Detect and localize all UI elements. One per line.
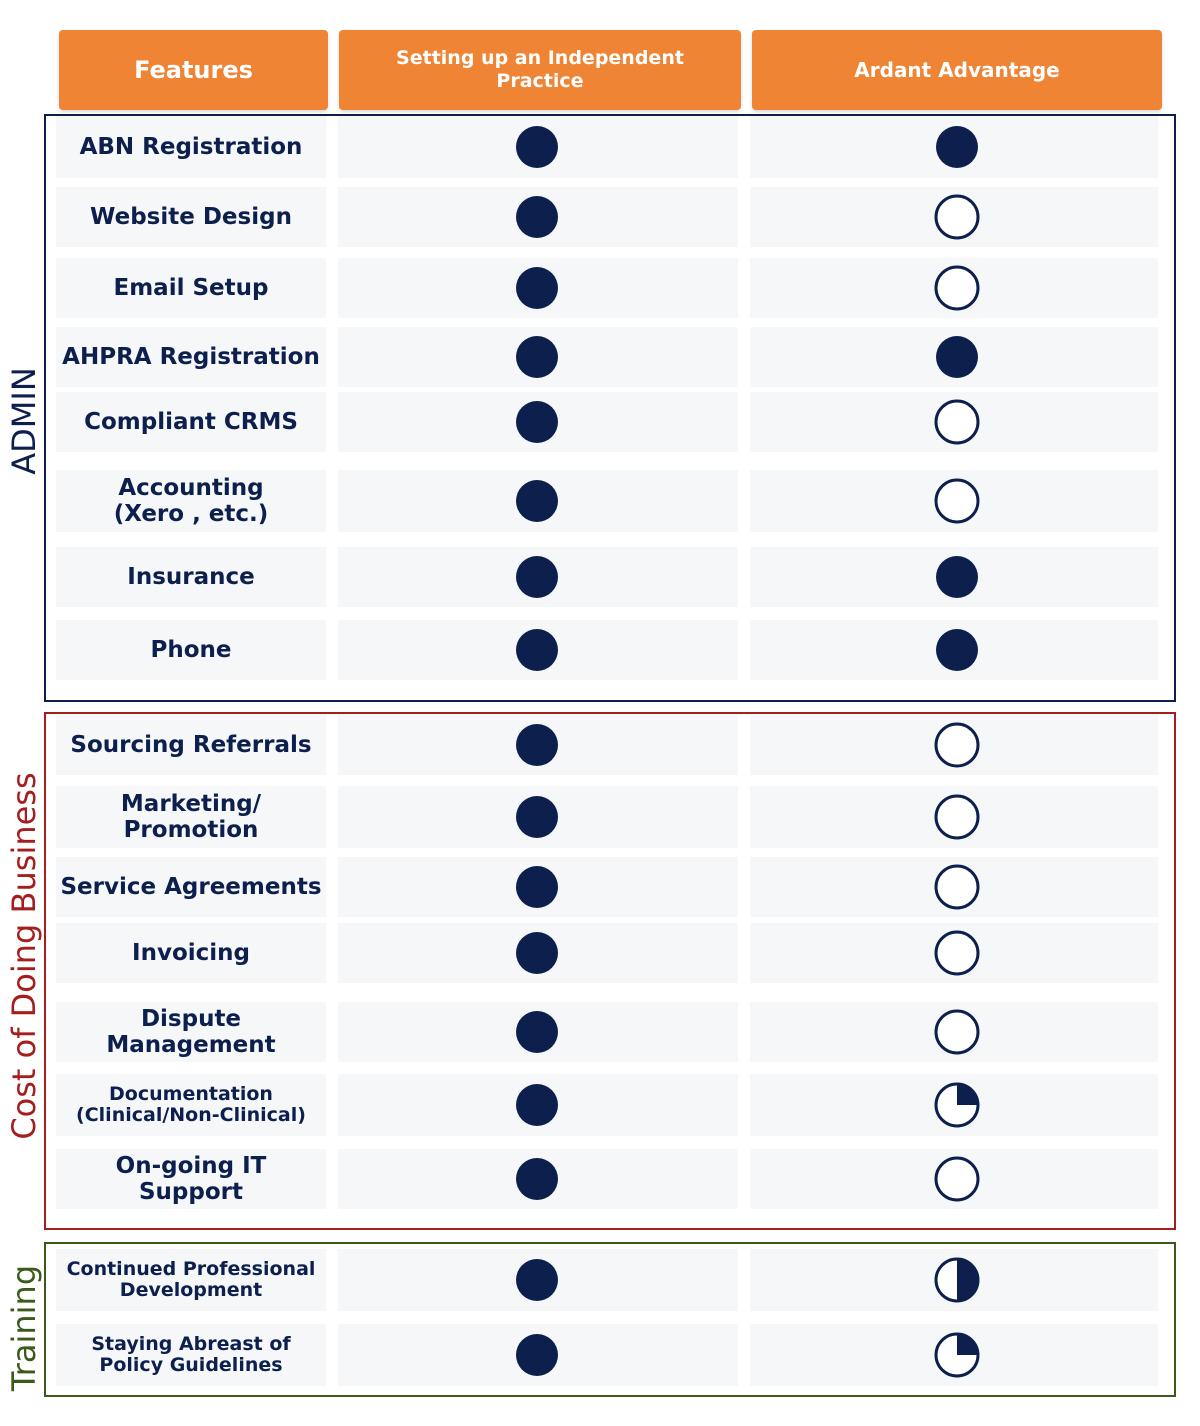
ardant-indicator-icon — [934, 794, 980, 840]
ardant-indicator-icon — [933, 929, 981, 977]
section-admin — [44, 114, 1176, 702]
ardant-indicator-icon — [934, 1257, 980, 1303]
feature-label: Insurance — [56, 547, 326, 607]
section-label-admin: ADMIN — [5, 367, 43, 475]
independent-indicator-icon — [516, 1334, 558, 1376]
independent-indicator-icon — [513, 553, 561, 601]
header-features: Features — [59, 30, 328, 110]
independent-indicator-icon — [513, 1008, 561, 1056]
section-label-cost: Cost of Doing Business — [5, 772, 43, 1140]
independent-indicator-icon — [513, 1256, 561, 1304]
independent-indicator-icon — [516, 724, 558, 766]
feature-label: Compliant CRMS — [56, 392, 326, 452]
independent-indicator-icon — [513, 793, 561, 841]
independent-indicator-icon — [513, 929, 561, 977]
ardant-indicator-icon — [934, 722, 980, 768]
feature-label: Service Agreements — [56, 857, 326, 917]
ardant-indicator-icon — [934, 399, 980, 445]
independent-indicator-icon — [516, 401, 558, 443]
ardant-indicator-icon — [934, 194, 980, 240]
independent-indicator-icon — [513, 1081, 561, 1129]
independent-indicator-icon — [513, 863, 561, 911]
header-ardant-advantage: Ardant Advantage — [752, 30, 1162, 110]
section-label-training: Training — [5, 1264, 43, 1392]
ardant-indicator-icon — [933, 553, 981, 601]
ardant-indicator-icon — [933, 1256, 981, 1304]
feature-label: Documentation (Clinical/Non-Clinical) — [56, 1074, 326, 1136]
independent-indicator-icon — [516, 1158, 558, 1200]
ardant-indicator-icon — [933, 626, 981, 674]
section-cost-of-doing-business — [44, 712, 1176, 1230]
ardant-indicator-icon — [933, 477, 981, 525]
independent-indicator-icon — [516, 480, 558, 522]
feature-label: Continued Professional Development — [56, 1249, 326, 1311]
independent-indicator-icon — [516, 1259, 558, 1301]
ardant-indicator-icon — [934, 864, 980, 910]
ardant-indicator-icon — [933, 264, 981, 312]
independent-indicator-icon — [516, 336, 558, 378]
feature-label: Dispute Management — [56, 1002, 326, 1062]
feature-label: Sourcing Referrals — [56, 715, 326, 775]
independent-indicator-icon — [516, 629, 558, 671]
ardant-indicator-icon — [933, 193, 981, 241]
section-training — [44, 1242, 1176, 1397]
header-independent-practice: Setting up an Independent Practice — [339, 30, 741, 110]
feature-label: Phone — [56, 620, 326, 680]
independent-indicator-icon — [516, 196, 558, 238]
independent-indicator-icon — [513, 193, 561, 241]
independent-indicator-icon — [516, 556, 558, 598]
feature-label: AHPRA Registration — [56, 327, 326, 387]
independent-indicator-icon — [516, 1084, 558, 1126]
ardant-indicator-icon — [934, 930, 980, 976]
independent-indicator-icon — [516, 796, 558, 838]
independent-indicator-icon — [516, 1011, 558, 1053]
ardant-indicator-icon — [934, 1332, 980, 1378]
independent-indicator-icon — [513, 333, 561, 381]
independent-indicator-icon — [513, 398, 561, 446]
independent-indicator-icon — [513, 477, 561, 525]
feature-label: Staying Abreast of Policy Guidelines — [56, 1324, 326, 1386]
ardant-indicator-icon — [933, 1008, 981, 1056]
ardant-indicator-icon — [933, 1081, 981, 1129]
independent-indicator-icon — [516, 267, 558, 309]
ardant-indicator-icon — [934, 478, 980, 524]
feature-label: ABN Registration — [56, 116, 326, 178]
ardant-indicator-icon — [933, 333, 981, 381]
ardant-indicator-icon — [933, 793, 981, 841]
feature-label: Email Setup — [56, 258, 326, 318]
ardant-indicator-icon — [936, 629, 978, 671]
ardant-indicator-icon — [934, 1082, 980, 1128]
ardant-indicator-icon — [933, 123, 981, 171]
ardant-indicator-icon — [933, 863, 981, 911]
ardant-indicator-icon — [936, 126, 978, 168]
ardant-indicator-icon — [936, 336, 978, 378]
feature-label: Accounting (Xero , etc.) — [56, 470, 326, 532]
feature-label: On-going IT Support — [56, 1149, 326, 1209]
independent-indicator-icon — [513, 1155, 561, 1203]
independent-indicator-icon — [513, 721, 561, 769]
feature-label: Marketing/ Promotion — [56, 786, 326, 848]
feature-label: Website Design — [56, 187, 326, 247]
independent-indicator-icon — [513, 123, 561, 171]
ardant-indicator-icon — [936, 556, 978, 598]
independent-indicator-icon — [513, 626, 561, 674]
independent-indicator-icon — [513, 264, 561, 312]
ardant-indicator-icon — [934, 1009, 980, 1055]
ardant-indicator-icon — [933, 1331, 981, 1379]
ardant-indicator-icon — [934, 265, 980, 311]
feature-label: Invoicing — [56, 923, 326, 983]
ardant-indicator-icon — [933, 721, 981, 769]
independent-indicator-icon — [513, 1331, 561, 1379]
independent-indicator-icon — [516, 126, 558, 168]
ardant-indicator-icon — [933, 398, 981, 446]
independent-indicator-icon — [516, 866, 558, 908]
ardant-indicator-icon — [934, 1156, 980, 1202]
independent-indicator-icon — [516, 932, 558, 974]
ardant-indicator-icon — [933, 1155, 981, 1203]
